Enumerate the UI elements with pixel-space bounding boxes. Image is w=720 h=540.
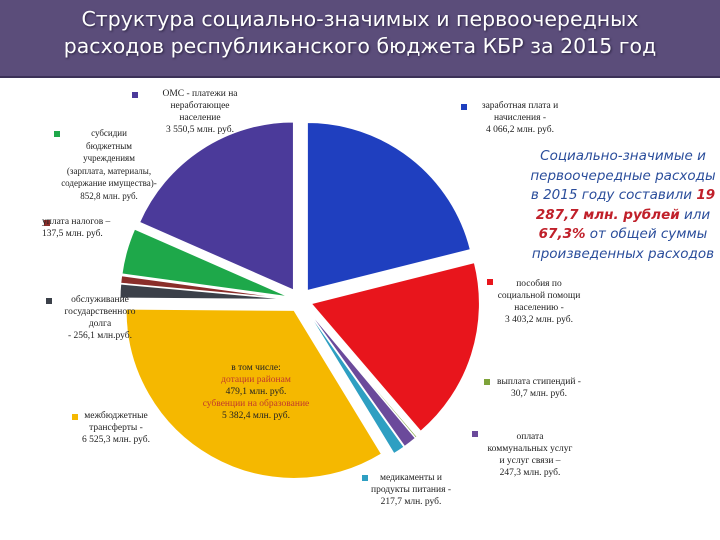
- pie-slice-9: [138, 121, 294, 291]
- summary-line-2a: или: [683, 206, 711, 223]
- oms-label: ОМС - платежи на неработающее население …: [162, 89, 238, 135]
- wages-label: заработная плата и начисления - 4 066,2 …: [481, 101, 559, 135]
- pie-slice-5: [125, 308, 383, 479]
- transfers-subsidies-districts: дотации районам: [221, 375, 291, 385]
- page-title: Структура социально-значимых и первоочер…: [63, 7, 657, 58]
- utilities-label: оплата коммунальных услуг и услуг связи …: [487, 432, 573, 478]
- pie-slice-4: [306, 309, 405, 455]
- debt-legend-marker: [46, 298, 52, 304]
- title-bar: Структура социально-значимых и первоочер…: [0, 0, 720, 78]
- pie-slice-0: [306, 122, 471, 292]
- medicines-label: медикаменты и продукты питания - 217,7 м…: [370, 473, 452, 507]
- pie-slice-1: [310, 262, 480, 432]
- stipends-legend-marker: [484, 379, 490, 385]
- benefits-label: пособия по социальной помощи населению -…: [497, 279, 581, 325]
- taxes-legend-marker: [44, 220, 50, 226]
- transfers-breakdown-head: в том числе:: [231, 363, 281, 373]
- utilities-legend-marker: [472, 431, 478, 437]
- summary-total: 19 287,7 млн. рублей: [535, 187, 716, 223]
- benefits-legend-marker: [487, 279, 493, 285]
- wages-legend-marker: [461, 104, 467, 110]
- pie-slice-2: [307, 308, 418, 439]
- transfers-education-subventions-value: 5 382,4 млн. руб.: [222, 411, 290, 421]
- summary-share: 67,3%: [538, 226, 586, 242]
- summary-text: Социально-значимые и первоочередные расх…: [528, 147, 718, 264]
- stipends-label: выплата стипендий - 30,7 млн. руб.: [497, 377, 581, 399]
- summary-line-1: Социально-значимые и первоочередные расх…: [530, 148, 716, 203]
- pie-slice-6: [119, 283, 289, 300]
- taxes-label: уплата налогов – 137,5 млн. руб.: [42, 217, 111, 239]
- oms-legend-marker: [132, 92, 138, 98]
- transfers-breakdown: в том числе: дотации районам 479,1 млн. …: [186, 362, 326, 422]
- pie-slice-8: [121, 228, 289, 298]
- summary-line-2b: от общей суммы произведенных расходов: [531, 226, 715, 262]
- subsidies-legend-marker: [54, 131, 60, 137]
- transfers-subsidies-districts-value: 479,1 млн. руб.: [225, 387, 287, 397]
- subsidies-label: субсидии бюджетным учреждениям (зарплата…: [61, 128, 157, 201]
- pie-slice-3: [306, 309, 417, 448]
- transfers-label: межбюджетные трансферты - 6 525,3 млн. р…: [82, 411, 150, 445]
- debt-label: обслуживание государственного долга - 25…: [64, 295, 136, 341]
- pie-slice-7: [120, 275, 289, 300]
- transfers-education-subventions: субвенции на образование: [202, 399, 310, 409]
- medicines-legend-marker: [362, 475, 368, 481]
- transfers-legend-marker: [72, 414, 78, 420]
